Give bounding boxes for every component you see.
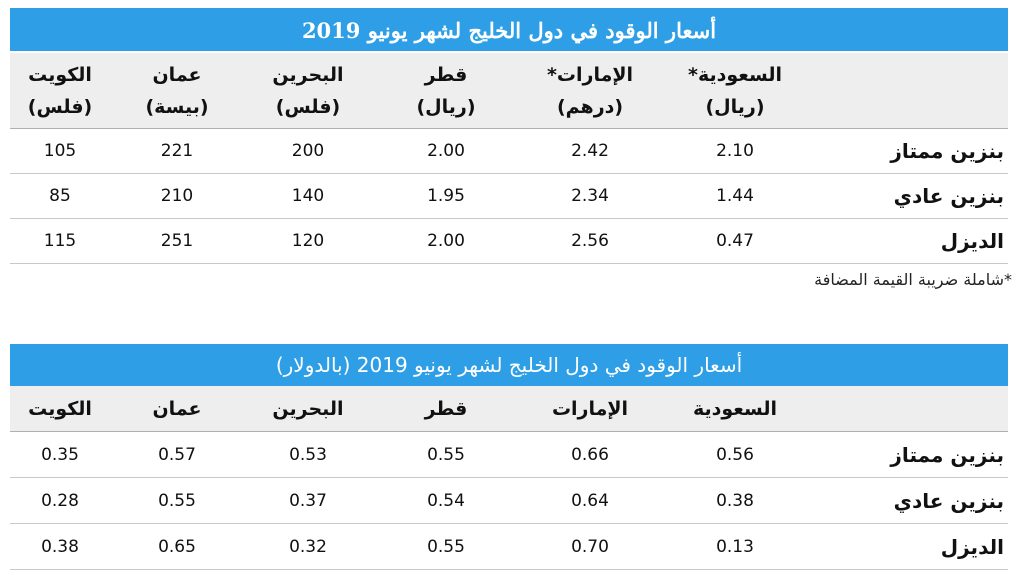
table-cell: 0.35 (41, 444, 79, 465)
table-cell: 0.28 (41, 490, 79, 511)
col-name: قطر (424, 63, 468, 86)
row-label: بنزين عادي (893, 184, 1004, 208)
table-row: بنزين عادي 1.44 2.34 1.95 140 210 85 (10, 174, 1008, 219)
table1-header-empty (810, 53, 1008, 128)
table-cell: 200 (291, 141, 325, 161)
row-label: الديزل (940, 229, 1004, 253)
table-row: بنزين ممتاز 2.10 2.42 2.00 200 221 105 (10, 129, 1008, 174)
row-label: بنزين ممتاز (890, 442, 1004, 467)
table2-col-bahrain: البحرين (272, 397, 344, 420)
table-cell: 0.47 (716, 231, 754, 251)
table-cell: 115 (43, 231, 77, 251)
col-name: الإمارات* (546, 63, 634, 86)
table2-col-saudi: السعودية (692, 397, 778, 420)
table-cell: 85 (49, 186, 71, 206)
col-unit: (فلس) (27, 95, 93, 118)
table1-col-kuwait: الكويت (فلس) (10, 53, 110, 128)
table-cell: 0.54 (427, 490, 465, 511)
col-name: السعودية* (688, 63, 782, 86)
col-unit: (ريال) (416, 95, 476, 118)
table-cell: 140 (291, 186, 325, 206)
table2-col-oman: عمان (152, 397, 202, 420)
col-unit: (ريال) (705, 95, 765, 118)
table2-title: أسعار الوقود في دول الخليج لشهر يونيو 20… (10, 344, 1008, 386)
table-cell: 0.65 (158, 536, 196, 557)
table-cell: 2.10 (716, 141, 754, 161)
table-cell: 0.53 (289, 444, 327, 465)
table1-header-row: السعودية* (ريال) الإمارات* (درهم) قطر (ر… (10, 53, 1008, 129)
table-row: بنزين عادي 0.38 0.64 0.54 0.37 0.55 0.28 (10, 478, 1008, 524)
table-cell: 2.00 (427, 231, 465, 251)
table2-col-uae: الإمارات (551, 397, 629, 420)
table-cell: 0.64 (571, 490, 609, 511)
table1-col-oman: عمان (بيسة) (110, 53, 244, 128)
table2-header-empty (810, 386, 1008, 431)
col-unit: (درهم) (556, 95, 624, 118)
table-cell: 210 (160, 186, 194, 206)
table-cell: 0.38 (41, 536, 79, 557)
table1-title: أسعار الوقود في دول الخليج لشهر يونيو 20… (10, 8, 1008, 53)
table-cell: 0.38 (716, 490, 754, 511)
col-unit: (فلس) (275, 95, 341, 118)
table2-col-kuwait: الكويت (28, 397, 92, 420)
fuel-prices-local-table: أسعار الوقود في دول الخليج لشهر يونيو 20… (10, 8, 1008, 264)
table-cell: 0.55 (427, 536, 465, 557)
row-label: الديزل (940, 534, 1004, 559)
table-cell: 2.42 (571, 141, 609, 161)
col-name: الكويت (28, 63, 92, 86)
table1-col-qatar: قطر (ريال) (372, 53, 520, 128)
col-name: عمان (152, 63, 202, 86)
row-label: بنزين ممتاز (890, 139, 1004, 163)
table1-col-bahrain: البحرين (فلس) (244, 53, 372, 128)
table-cell: 0.56 (716, 444, 754, 465)
table-cell: 1.95 (427, 186, 465, 206)
table-cell: 0.57 (158, 444, 196, 465)
table-cell: 221 (160, 141, 194, 161)
table2-header-row: السعودية الإمارات قطر البحرين عمان الكوي… (10, 386, 1008, 432)
table-cell: 2.34 (571, 186, 609, 206)
vat-footnote: *شاملة ضريبة القيمة المضافة (814, 270, 1012, 289)
table-row: الديزل 0.47 2.56 2.00 120 251 115 (10, 219, 1008, 264)
row-label: بنزين عادي (893, 488, 1004, 513)
table-cell: 251 (160, 231, 194, 251)
table1-col-uae: الإمارات* (درهم) (520, 53, 660, 128)
table1-col-saudi: السعودية* (ريال) (660, 53, 810, 128)
table-cell: 2.00 (427, 141, 465, 161)
table-cell: 0.13 (716, 536, 754, 557)
table-cell: 1.44 (716, 186, 754, 206)
table2-col-qatar: قطر (424, 397, 468, 420)
table-cell: 0.32 (289, 536, 327, 557)
col-name: البحرين (272, 63, 344, 86)
table-cell: 0.37 (289, 490, 327, 511)
table-cell: 0.55 (158, 490, 196, 511)
table-cell: 2.56 (571, 231, 609, 251)
table-row: بنزين ممتاز 0.56 0.66 0.55 0.53 0.57 0.3… (10, 432, 1008, 478)
table-row: الديزل 0.13 0.70 0.55 0.32 0.65 0.38 (10, 524, 1008, 570)
col-unit: (بيسة) (145, 95, 209, 118)
table-cell: 0.70 (571, 536, 609, 557)
table-cell: 105 (43, 141, 77, 161)
table-cell: 0.55 (427, 444, 465, 465)
table-cell: 0.66 (571, 444, 609, 465)
fuel-prices-usd-table: أسعار الوقود في دول الخليج لشهر يونيو 20… (10, 344, 1008, 570)
table-cell: 120 (291, 231, 325, 251)
